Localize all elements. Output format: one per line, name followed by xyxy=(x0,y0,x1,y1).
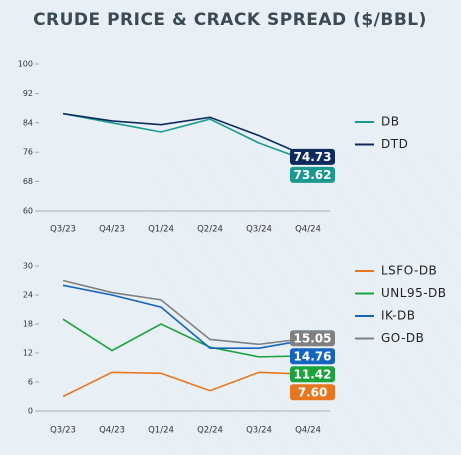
x-tick-label: Q2/24 xyxy=(197,426,223,436)
series-line xyxy=(62,318,309,358)
x-tick-label: Q4/23 xyxy=(99,225,125,235)
y-tick-label: 68 xyxy=(23,177,33,186)
x-tick-label: Q1/24 xyxy=(148,225,174,235)
value-label: 15.05 xyxy=(294,331,332,345)
value-label-box xyxy=(290,384,335,401)
y-tick-label: 76 xyxy=(23,148,33,157)
x-tick-label: Q3/24 xyxy=(246,426,272,436)
y-tick-label: 18 xyxy=(23,320,33,329)
y-tick-label: 60 xyxy=(23,207,33,216)
y-tick-label: 0 xyxy=(28,407,33,416)
legend-label: DTD xyxy=(381,137,408,151)
value-label-box xyxy=(290,148,335,165)
y-tick-label: 24 xyxy=(23,291,33,300)
x-tick-label: Q3/24 xyxy=(246,225,272,235)
y-tick-label: 100 xyxy=(18,60,33,69)
series-line xyxy=(62,112,309,162)
value-label-box xyxy=(290,366,335,383)
y-tick-label: 30 xyxy=(23,262,33,271)
background-pattern xyxy=(150,150,461,455)
value-label-box xyxy=(290,330,335,347)
value-label: 73.62 xyxy=(294,168,332,182)
series-line xyxy=(62,112,309,158)
x-tick-label: Q4/24 xyxy=(295,426,321,436)
value-label-box xyxy=(290,166,335,183)
legend-label: GO-DB xyxy=(381,331,424,345)
y-tick-label: 12 xyxy=(23,349,33,358)
legend-label: UNL95-DB xyxy=(381,286,447,300)
series-line xyxy=(62,284,309,349)
x-tick-label: Q3/23 xyxy=(50,426,76,436)
x-tick-label: Q4/24 xyxy=(295,225,321,235)
legend-label: LSFO-DB xyxy=(381,264,437,278)
y-tick-label: 6 xyxy=(28,378,33,387)
x-tick-label: Q4/23 xyxy=(99,426,125,436)
value-label: 11.42 xyxy=(294,367,332,381)
value-label: 14.76 xyxy=(294,349,332,363)
value-label: 74.73 xyxy=(294,150,332,164)
value-label: 7.60 xyxy=(298,385,328,399)
legend-label: IK-DB xyxy=(381,309,415,323)
x-tick-label: Q1/24 xyxy=(148,426,174,436)
chart-title: CRUDE PRICE & CRACK SPREAD ($/BBL) xyxy=(33,10,427,30)
series-line xyxy=(62,279,309,346)
legend-label: DB xyxy=(381,115,399,129)
y-tick-label: 84 xyxy=(23,118,33,127)
x-tick-label: Q2/24 xyxy=(197,225,223,235)
value-label-box xyxy=(290,348,335,365)
series-line xyxy=(62,371,309,398)
y-tick-label: 92 xyxy=(23,89,33,98)
x-tick-label: Q3/23 xyxy=(50,225,76,235)
